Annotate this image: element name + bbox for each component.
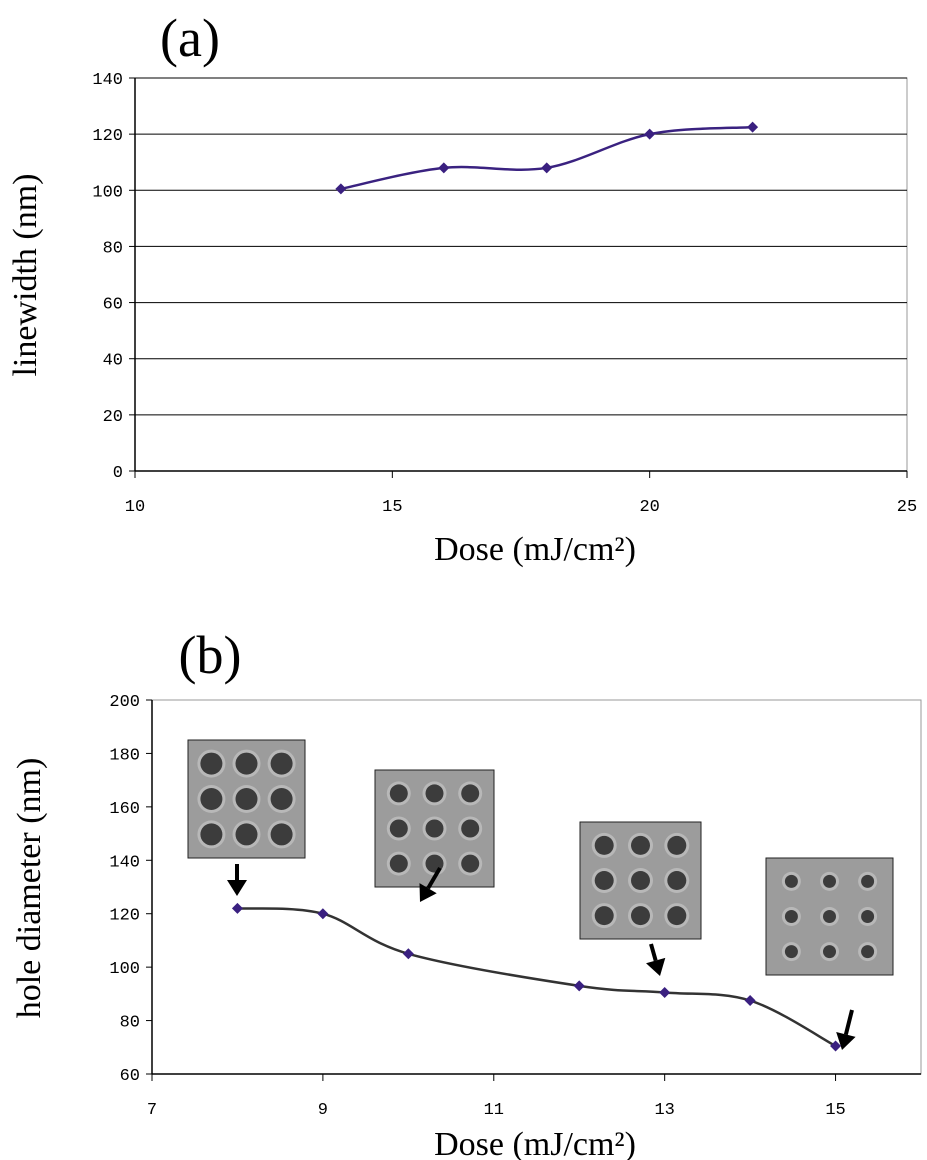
y-tick-label: 120 (109, 907, 140, 926)
y-tick-label: 120 (92, 127, 123, 146)
x-tick-label: 10 (125, 498, 145, 517)
x-axis-label: Dose (mJ/cm²) (434, 1126, 636, 1160)
y-tick-label: 80 (103, 239, 123, 258)
sem-inset (187, 739, 306, 859)
arrow-shaft (426, 866, 442, 890)
y-axis-label: linewidth (nm) (7, 173, 44, 376)
data-line (237, 907, 837, 1048)
x-tick-label: 9 (318, 1101, 328, 1120)
y-tick-label: 160 (109, 800, 140, 819)
sem-hole (823, 874, 836, 888)
data-marker (231, 902, 243, 914)
data-marker (830, 1040, 842, 1052)
x-tick-label: 25 (897, 498, 917, 517)
sem-hole (861, 945, 875, 959)
data-marker (573, 980, 585, 992)
data-marker (541, 162, 553, 174)
sem-inset (579, 821, 702, 940)
data-marker (402, 948, 414, 960)
data-marker (317, 908, 329, 920)
y-tick-label: 200 (109, 693, 140, 712)
data-marker (644, 128, 656, 140)
data-marker (335, 183, 347, 195)
data-line (340, 125, 753, 191)
y-tick-label: 180 (109, 746, 140, 765)
arrow-head (419, 883, 437, 902)
sem-hole (667, 871, 687, 890)
plot-frame (134, 77, 908, 472)
arrow-head (646, 957, 666, 976)
sem-hole (861, 910, 875, 923)
sem-hole (631, 871, 650, 890)
x-tick-label: 11 (484, 1101, 504, 1120)
sem-hole (270, 823, 293, 846)
data-marker (744, 995, 756, 1007)
y-tick-label: 140 (92, 71, 123, 90)
sem-hole (461, 819, 480, 838)
data-marker (747, 121, 759, 133)
y-axis-label: hole diameter (nm) (11, 758, 48, 1019)
sem-hole (667, 906, 687, 926)
sem-hole (631, 906, 650, 926)
x-axis-label: Dose (mJ/cm²) (434, 531, 636, 568)
sem-hole (667, 835, 687, 855)
y-tick-label: 20 (103, 408, 123, 427)
arrow-head (836, 1032, 856, 1050)
y-tick-label: 100 (92, 183, 123, 202)
y-tick-label: 60 (103, 296, 123, 315)
y-tick-label: 40 (103, 352, 123, 371)
x-tick-label: 7 (147, 1101, 157, 1120)
sem-hole (823, 910, 836, 923)
sem-hole (861, 874, 875, 888)
data-marker (659, 987, 671, 999)
sem-hole (235, 823, 258, 846)
chart-title: (a) (160, 8, 220, 68)
y-tick-label: 140 (109, 853, 140, 872)
y-tick-label: 80 (120, 1014, 140, 1033)
sem-hole (235, 788, 258, 810)
x-tick-label: 15 (382, 498, 402, 517)
sem-hole (389, 819, 408, 838)
sem-hole (200, 788, 223, 810)
sem-hole (389, 854, 408, 873)
sem-hole (389, 784, 408, 803)
sem-hole (270, 752, 293, 775)
arrow-head (227, 880, 247, 896)
arrow-shaft (649, 943, 658, 962)
sem-hole (823, 945, 836, 959)
sem-hole (270, 788, 293, 810)
sem-hole (235, 752, 258, 775)
sem-hole (594, 871, 614, 890)
data-marker (438, 162, 450, 174)
x-tick-label: 13 (654, 1101, 674, 1120)
sem-hole (784, 874, 798, 888)
chart-title: (b) (179, 625, 242, 685)
sem-hole (200, 752, 223, 775)
y-tick-label: 100 (109, 960, 140, 979)
y-tick-label: 0 (113, 464, 123, 483)
sem-hole (425, 819, 444, 838)
sem-hole (594, 835, 614, 855)
x-tick-label: 20 (639, 498, 659, 517)
sem-hole (461, 854, 480, 873)
sem-inset (765, 857, 894, 976)
sem-hole (784, 910, 798, 923)
x-tick-label: 15 (825, 1101, 845, 1120)
sem-inset (374, 769, 495, 888)
sem-hole (594, 906, 614, 926)
arrow-shaft (843, 1009, 854, 1035)
sem-hole (784, 945, 798, 959)
sem-hole (631, 835, 650, 855)
sem-hole (200, 823, 223, 846)
sem-hole (461, 784, 480, 803)
sem-hole (425, 784, 444, 803)
y-tick-label: 60 (120, 1067, 140, 1086)
